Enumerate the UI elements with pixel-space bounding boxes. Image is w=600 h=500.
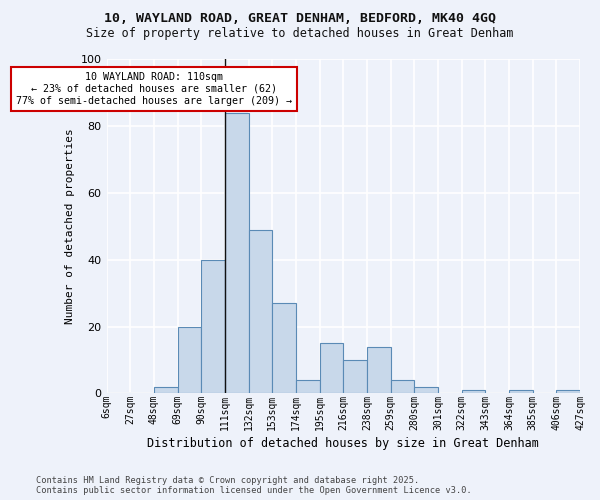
Bar [414, 386, 438, 394]
Bar [272, 303, 296, 394]
Bar [556, 390, 580, 394]
Text: Size of property relative to detached houses in Great Denham: Size of property relative to detached ho… [86, 28, 514, 40]
Bar [391, 380, 414, 394]
Bar [509, 390, 533, 394]
Bar [367, 346, 391, 394]
Bar [461, 390, 485, 394]
Y-axis label: Number of detached properties: Number of detached properties [65, 128, 75, 324]
X-axis label: Distribution of detached houses by size in Great Denham: Distribution of detached houses by size … [148, 437, 539, 450]
Bar [296, 380, 320, 394]
Bar [320, 344, 343, 394]
Bar [154, 386, 178, 394]
Text: 10 WAYLAND ROAD: 110sqm
← 23% of detached houses are smaller (62)
77% of semi-de: 10 WAYLAND ROAD: 110sqm ← 23% of detache… [16, 72, 292, 106]
Bar [343, 360, 367, 394]
Text: Contains HM Land Registry data © Crown copyright and database right 2025.
Contai: Contains HM Land Registry data © Crown c… [36, 476, 472, 495]
Bar [225, 112, 248, 394]
Text: 10, WAYLAND ROAD, GREAT DENHAM, BEDFORD, MK40 4GQ: 10, WAYLAND ROAD, GREAT DENHAM, BEDFORD,… [104, 12, 496, 26]
Bar [201, 260, 225, 394]
Bar [178, 326, 201, 394]
Bar [248, 230, 272, 394]
